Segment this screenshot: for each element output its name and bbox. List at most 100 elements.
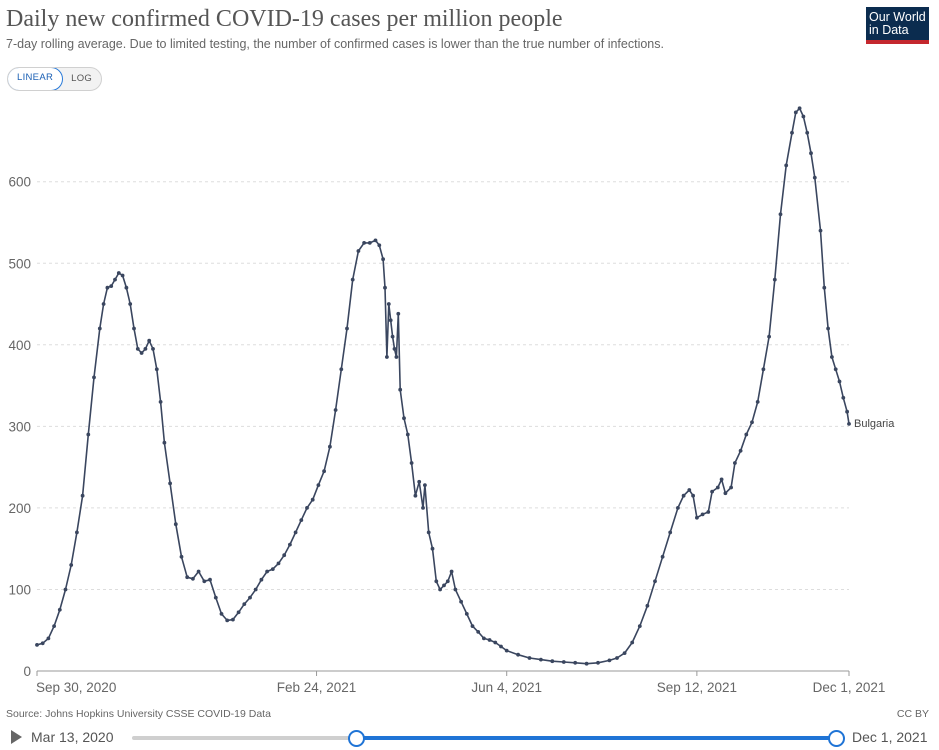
data-point [837,379,842,384]
data-point [339,367,344,372]
data-point [738,448,743,453]
series-end-label: Bulgaria [854,418,895,430]
data-point [236,610,241,615]
x-tick-label: Sep 12, 2021 [657,680,737,695]
data-point [630,640,635,645]
data-point [299,518,304,522]
timeline-start-label: Mar 13, 2020 [31,729,114,745]
data-point [381,257,385,262]
timeline-start-handle[interactable] [348,730,365,747]
x-tick-label: Jun 4, 2021 [471,680,542,695]
data-point [162,440,167,445]
data-point [390,334,395,339]
data-point [615,656,619,660]
data-point [660,554,665,559]
data-point [430,546,435,551]
y-tick-label: 100 [8,582,31,597]
data-point [809,151,813,156]
data-point [681,493,686,498]
data-point [248,595,252,600]
data-point [653,579,657,584]
data-point [573,660,578,665]
data-point [784,163,789,168]
data-point [385,355,389,359]
data-point [242,602,247,606]
data-point [459,599,463,604]
data-point [168,481,173,486]
data-point [151,347,155,351]
data-point [35,643,39,647]
timeline-end-handle[interactable] [828,730,845,747]
data-point [113,277,117,282]
data-point [449,569,454,574]
data-point [259,577,264,582]
license-link[interactable]: CC BY [896,708,929,720]
data-point [173,522,178,527]
owid-logo[interactable]: Our World in Data [866,7,929,44]
data-point [143,347,148,351]
play-icon[interactable] [11,730,22,744]
data-point [793,110,798,115]
data-point [482,636,486,641]
y-tick-label: 600 [8,175,31,190]
data-point [388,318,393,323]
data-point [790,130,794,135]
data-point [622,651,627,655]
data-point [409,461,414,465]
data-point [253,587,258,592]
data-point [470,624,475,628]
line-chart: 0 100 200 300 400 500 600 Sep 30, 2020 Feb 24, … [8,106,895,695]
y-tick-label: 0 [23,664,31,679]
data-point [282,553,287,558]
data-point [845,409,849,414]
data-point [75,530,79,535]
data-point [750,420,754,425]
data-point [797,106,802,111]
data-point [668,530,673,535]
data-point [147,338,152,343]
data-point [373,238,378,243]
data-point [691,493,695,498]
data-point [158,400,163,404]
data-point [265,569,269,574]
data-point [607,658,612,663]
data-point [367,241,372,245]
data-point [841,395,846,400]
data-point [818,228,823,233]
data-point [499,644,503,649]
data-point [208,577,212,582]
data-point [392,347,397,351]
timeline-track[interactable] [132,730,845,747]
data-point [805,130,810,135]
data-point [135,347,140,351]
log-scale-button[interactable]: LOG [71,73,93,84]
data-point [383,285,387,290]
data-point [270,567,275,571]
data-point [69,563,74,567]
data-point [328,444,332,449]
data-point [185,575,190,580]
y-tick-label: 200 [8,501,31,516]
data-point [550,659,555,664]
data-point [645,603,650,608]
data-point [445,579,450,584]
data-point [398,387,403,392]
data-point [822,285,827,290]
data-point [487,638,492,642]
data-point [154,367,159,372]
data-point [830,355,834,359]
data-point [322,469,326,474]
data-point [116,271,121,275]
linear-scale-button[interactable]: LINEAR [8,68,64,90]
x-tick-label: Sep 30, 2020 [36,680,116,695]
data-point [493,640,498,645]
data-point [80,493,85,498]
data-point [527,656,532,660]
data-point [377,243,382,248]
logo-line-1: Our World [869,10,926,24]
data-point [63,587,68,592]
data-point [52,624,56,628]
data-point [276,561,281,566]
data-point [847,422,851,426]
data-point [561,660,566,664]
